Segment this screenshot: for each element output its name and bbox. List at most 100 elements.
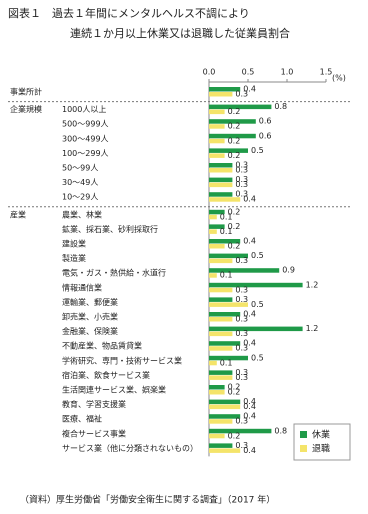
y-tick-label: 金融業、保険業 (62, 326, 118, 336)
value-label: 0.4 (243, 397, 256, 406)
bar (209, 346, 233, 351)
bar (209, 133, 256, 139)
bar (209, 209, 225, 215)
value-label: 0.6 (259, 117, 272, 126)
bar (209, 138, 225, 144)
bar (209, 87, 241, 92)
bar (209, 428, 272, 434)
y-tick-label: 宿泊業、飲食サービス業 (62, 370, 150, 380)
value-label: 0.3 (235, 373, 248, 382)
y-tick-label: 1000人以上 (62, 105, 106, 114)
bar (209, 92, 233, 97)
value-label: 0.2 (228, 388, 241, 397)
bar (209, 119, 256, 124)
bar (209, 124, 225, 129)
value-label: 0.1 (220, 227, 233, 236)
bar (209, 414, 241, 419)
value-label: 0.6 (259, 131, 272, 140)
bar (209, 443, 233, 448)
value-label: 0.2 (228, 207, 241, 216)
value-label: 0.4 (243, 237, 256, 246)
value-label: 0.9 (282, 266, 295, 275)
unit-label: (%) (332, 74, 346, 83)
value-label: 0.3 (235, 166, 248, 175)
bar (209, 297, 233, 302)
source-note: （資料）厚生労働省「労働安全衛生に関する調査」（2017 年） (20, 494, 275, 506)
bar (209, 109, 225, 115)
value-label: 0.5 (251, 300, 264, 309)
bar (209, 326, 303, 332)
bar (209, 168, 233, 173)
legend-swatch (300, 445, 307, 452)
y-tick-label: 50～99人 (62, 164, 98, 173)
y-tick-label: 鉱業、採石業、砂利採取行 (62, 224, 158, 234)
y-tick-label: 30～49人 (62, 178, 98, 187)
value-label: 0.3 (235, 285, 248, 294)
bar (209, 253, 248, 259)
bar (209, 192, 233, 197)
legend-label: 退職 (312, 444, 330, 455)
group-label: 事業所計 (10, 87, 42, 97)
value-label: 0.5 (251, 146, 264, 155)
value-label: 0.4 (243, 85, 256, 94)
bar (209, 268, 280, 273)
x-tick-label: 1.5 (320, 68, 333, 77)
value-label: 0.3 (235, 344, 248, 353)
bar (209, 239, 241, 244)
value-label: 0.3 (235, 180, 248, 189)
bar (209, 419, 233, 424)
y-tick-label: 教育、学習支援業 (62, 399, 126, 409)
bar (209, 375, 233, 380)
y-tick-label: 300～499人 (62, 134, 109, 143)
bar (209, 404, 241, 410)
bar (209, 385, 225, 390)
value-label: 0.4 (243, 412, 256, 421)
y-tick-label: サービス業（他に分類されないもの） (62, 443, 198, 453)
value-label: 0.3 (235, 368, 248, 377)
value-label: 0.4 (243, 339, 256, 348)
value-label: 0.3 (235, 295, 248, 304)
value-label: 0.5 (251, 353, 264, 362)
bar (209, 341, 241, 346)
value-label: 0.4 (243, 195, 256, 204)
value-label: 0.2 (228, 222, 241, 231)
y-tick-label: 運輸業、郵便業 (62, 297, 118, 307)
value-label: 0.8 (274, 426, 287, 435)
bar (209, 355, 248, 361)
bar (209, 282, 303, 288)
value-label: 0.4 (243, 446, 256, 455)
value-label: 0.2 (228, 431, 241, 440)
bar (209, 163, 233, 168)
value-label: 0.3 (235, 441, 248, 450)
value-label: 0.3 (235, 417, 248, 426)
value-label: 0.5 (251, 251, 264, 260)
y-tick-label: 製造業 (62, 253, 86, 263)
group-label: 企業規模 (10, 104, 42, 114)
value-label: 0.8 (274, 102, 287, 111)
value-label: 0.1 (220, 358, 233, 367)
value-label: 0.2 (228, 383, 241, 392)
y-tick-label: 生活関連サービス業、娯楽業 (62, 385, 166, 395)
value-label: 0.2 (228, 107, 241, 116)
value-label: 0.3 (235, 329, 248, 338)
y-tick-label: 複合サービス事業 (62, 428, 126, 438)
bar (209, 287, 233, 293)
bar (209, 197, 241, 202)
value-label: 0.2 (228, 151, 241, 160)
y-tick-label: 医療、福祉 (62, 414, 102, 424)
bar (209, 317, 233, 322)
x-tick-label: 0.0 (203, 68, 216, 77)
bar (209, 399, 241, 405)
value-label: 1.2 (306, 324, 319, 333)
y-tick-label: 不動産業、物品賃貸業 (62, 341, 142, 351)
legend-swatch (300, 431, 307, 438)
value-label: 0.2 (228, 136, 241, 145)
bar (209, 229, 217, 234)
bar (209, 153, 225, 158)
y-tick-label: 卸売業、小売業 (62, 312, 118, 322)
y-tick-label: 500～999人 (62, 120, 109, 129)
value-label: 0.3 (235, 256, 248, 265)
y-tick-label: 100～299人 (62, 149, 109, 158)
y-tick-label: 農業、林業 (62, 209, 102, 219)
